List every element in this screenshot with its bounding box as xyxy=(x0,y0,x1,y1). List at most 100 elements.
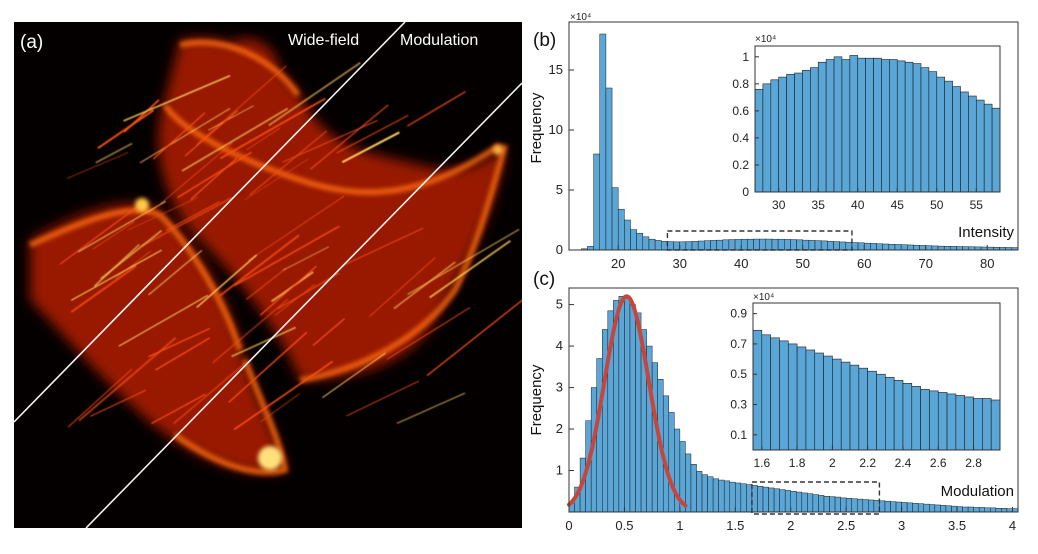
histogram-bar xyxy=(796,346,807,451)
histogram-bar xyxy=(870,243,877,251)
histogram-bar xyxy=(851,498,858,513)
histogram-bar xyxy=(773,488,780,513)
histogram-bar xyxy=(618,296,625,513)
histogram-bar xyxy=(810,67,819,193)
histogram-bar xyxy=(624,219,631,251)
cell-body xyxy=(30,203,285,473)
actin-fiber xyxy=(369,256,436,317)
histogram-bar xyxy=(920,67,930,193)
histogram-bar xyxy=(729,481,736,513)
histogram-bar xyxy=(857,57,866,193)
histogram-bar xyxy=(818,495,825,513)
x-tick-label: 4 xyxy=(1009,518,1016,533)
histogram-bar xyxy=(673,241,680,251)
histogram-bar xyxy=(668,412,675,513)
actin-fiber xyxy=(67,368,133,428)
plot-frame xyxy=(568,287,1019,513)
actin-fiber xyxy=(406,90,467,127)
histogram-bar xyxy=(962,506,969,513)
cell-edge xyxy=(173,358,289,475)
histogram-bar xyxy=(879,500,886,513)
histogram-bar xyxy=(912,63,922,193)
inset-histogram: 30 35 40 45 50 55 0 0.2 0.4 0.6 0.8 1 ×10⁴ xyxy=(732,34,1001,212)
histogram-bar xyxy=(943,246,951,251)
histogram-bar xyxy=(762,83,772,193)
histogram-bar xyxy=(962,246,970,251)
histogram-bar xyxy=(876,373,886,451)
actin-fiber xyxy=(172,362,246,425)
plot-frame xyxy=(568,21,1019,251)
actin-fiber xyxy=(70,249,162,301)
actin-fiber xyxy=(234,225,340,287)
histogram-bar xyxy=(920,389,930,451)
actin-fiber xyxy=(184,110,238,157)
histogram-bar xyxy=(885,376,895,451)
actin-fiber xyxy=(147,249,203,296)
histogram-bar xyxy=(829,496,836,513)
histogram-bar xyxy=(931,245,939,251)
cell-signal xyxy=(28,38,522,475)
histogram-bar xyxy=(944,80,953,193)
x-tick-label: 60 xyxy=(857,256,871,271)
histogram-bar xyxy=(919,245,926,251)
y-tick-label: 0.8 xyxy=(732,77,749,91)
histogram-bar xyxy=(845,241,853,251)
histogram-bar xyxy=(901,502,908,513)
histogram-bar xyxy=(754,88,764,193)
histogram-bar xyxy=(873,57,882,193)
histogram-bar xyxy=(707,476,714,513)
histogram-bar xyxy=(808,240,816,251)
histogram-bar xyxy=(862,499,869,513)
histogram-bar xyxy=(753,238,760,251)
histogram-bar xyxy=(679,241,687,251)
histogram-bar xyxy=(740,483,747,513)
actin-fiber xyxy=(336,114,409,154)
histogram-bar xyxy=(978,507,985,513)
histogram-bar xyxy=(937,392,948,451)
x-tick-label: 1.8 xyxy=(789,456,806,470)
actin-fiber xyxy=(77,200,167,253)
histogram-bar xyxy=(710,240,717,251)
region-divider-line xyxy=(85,82,522,528)
histogram-bar xyxy=(787,343,798,451)
histogram-bar xyxy=(752,329,763,451)
actin-fiber xyxy=(141,196,232,247)
y-tick-label: 1 xyxy=(742,50,749,64)
histogram-bar xyxy=(951,505,958,513)
histogram-bar xyxy=(599,33,607,251)
actin-fiber xyxy=(231,326,297,358)
actin-fiber xyxy=(155,337,211,371)
histogram-bar xyxy=(863,242,871,251)
histogram-bar xyxy=(973,507,980,513)
histogram-bar xyxy=(946,393,957,451)
y-axis-label: Frequency xyxy=(528,364,545,435)
x-tick-label: 2.4 xyxy=(895,456,912,470)
y-tick-label: 2 xyxy=(556,421,563,436)
histogram-bar xyxy=(955,395,966,451)
fit-curve-line xyxy=(567,294,688,508)
histogram-bar xyxy=(945,505,952,513)
histogram-bar xyxy=(762,486,769,513)
histogram-bar xyxy=(900,244,908,251)
actin-fiber xyxy=(429,240,511,299)
histogram-bar xyxy=(995,508,1002,513)
histogram-bar xyxy=(840,361,851,451)
y-exponent-label: ×10⁴ xyxy=(570,12,591,23)
histogram-bar xyxy=(794,72,803,193)
histogram-bar xyxy=(807,493,814,513)
histogram-bar xyxy=(834,496,841,513)
histogram-bar xyxy=(856,498,864,513)
histogram-bar xyxy=(740,238,748,251)
y-tick-label: 3 xyxy=(556,380,563,395)
histogram-bar xyxy=(696,471,703,513)
actin-fiber xyxy=(322,352,386,399)
histogram-bar xyxy=(814,240,822,251)
histogram-bar xyxy=(802,70,811,193)
x-tick-label: 1.6 xyxy=(753,456,770,470)
histogram-bar xyxy=(596,358,603,513)
actin-fiber xyxy=(246,127,281,151)
histogram-bar xyxy=(895,501,902,513)
histogram-bar xyxy=(617,208,625,251)
x-tick-label: 40 xyxy=(734,256,748,271)
y-tick-label: 0.9 xyxy=(730,307,747,321)
